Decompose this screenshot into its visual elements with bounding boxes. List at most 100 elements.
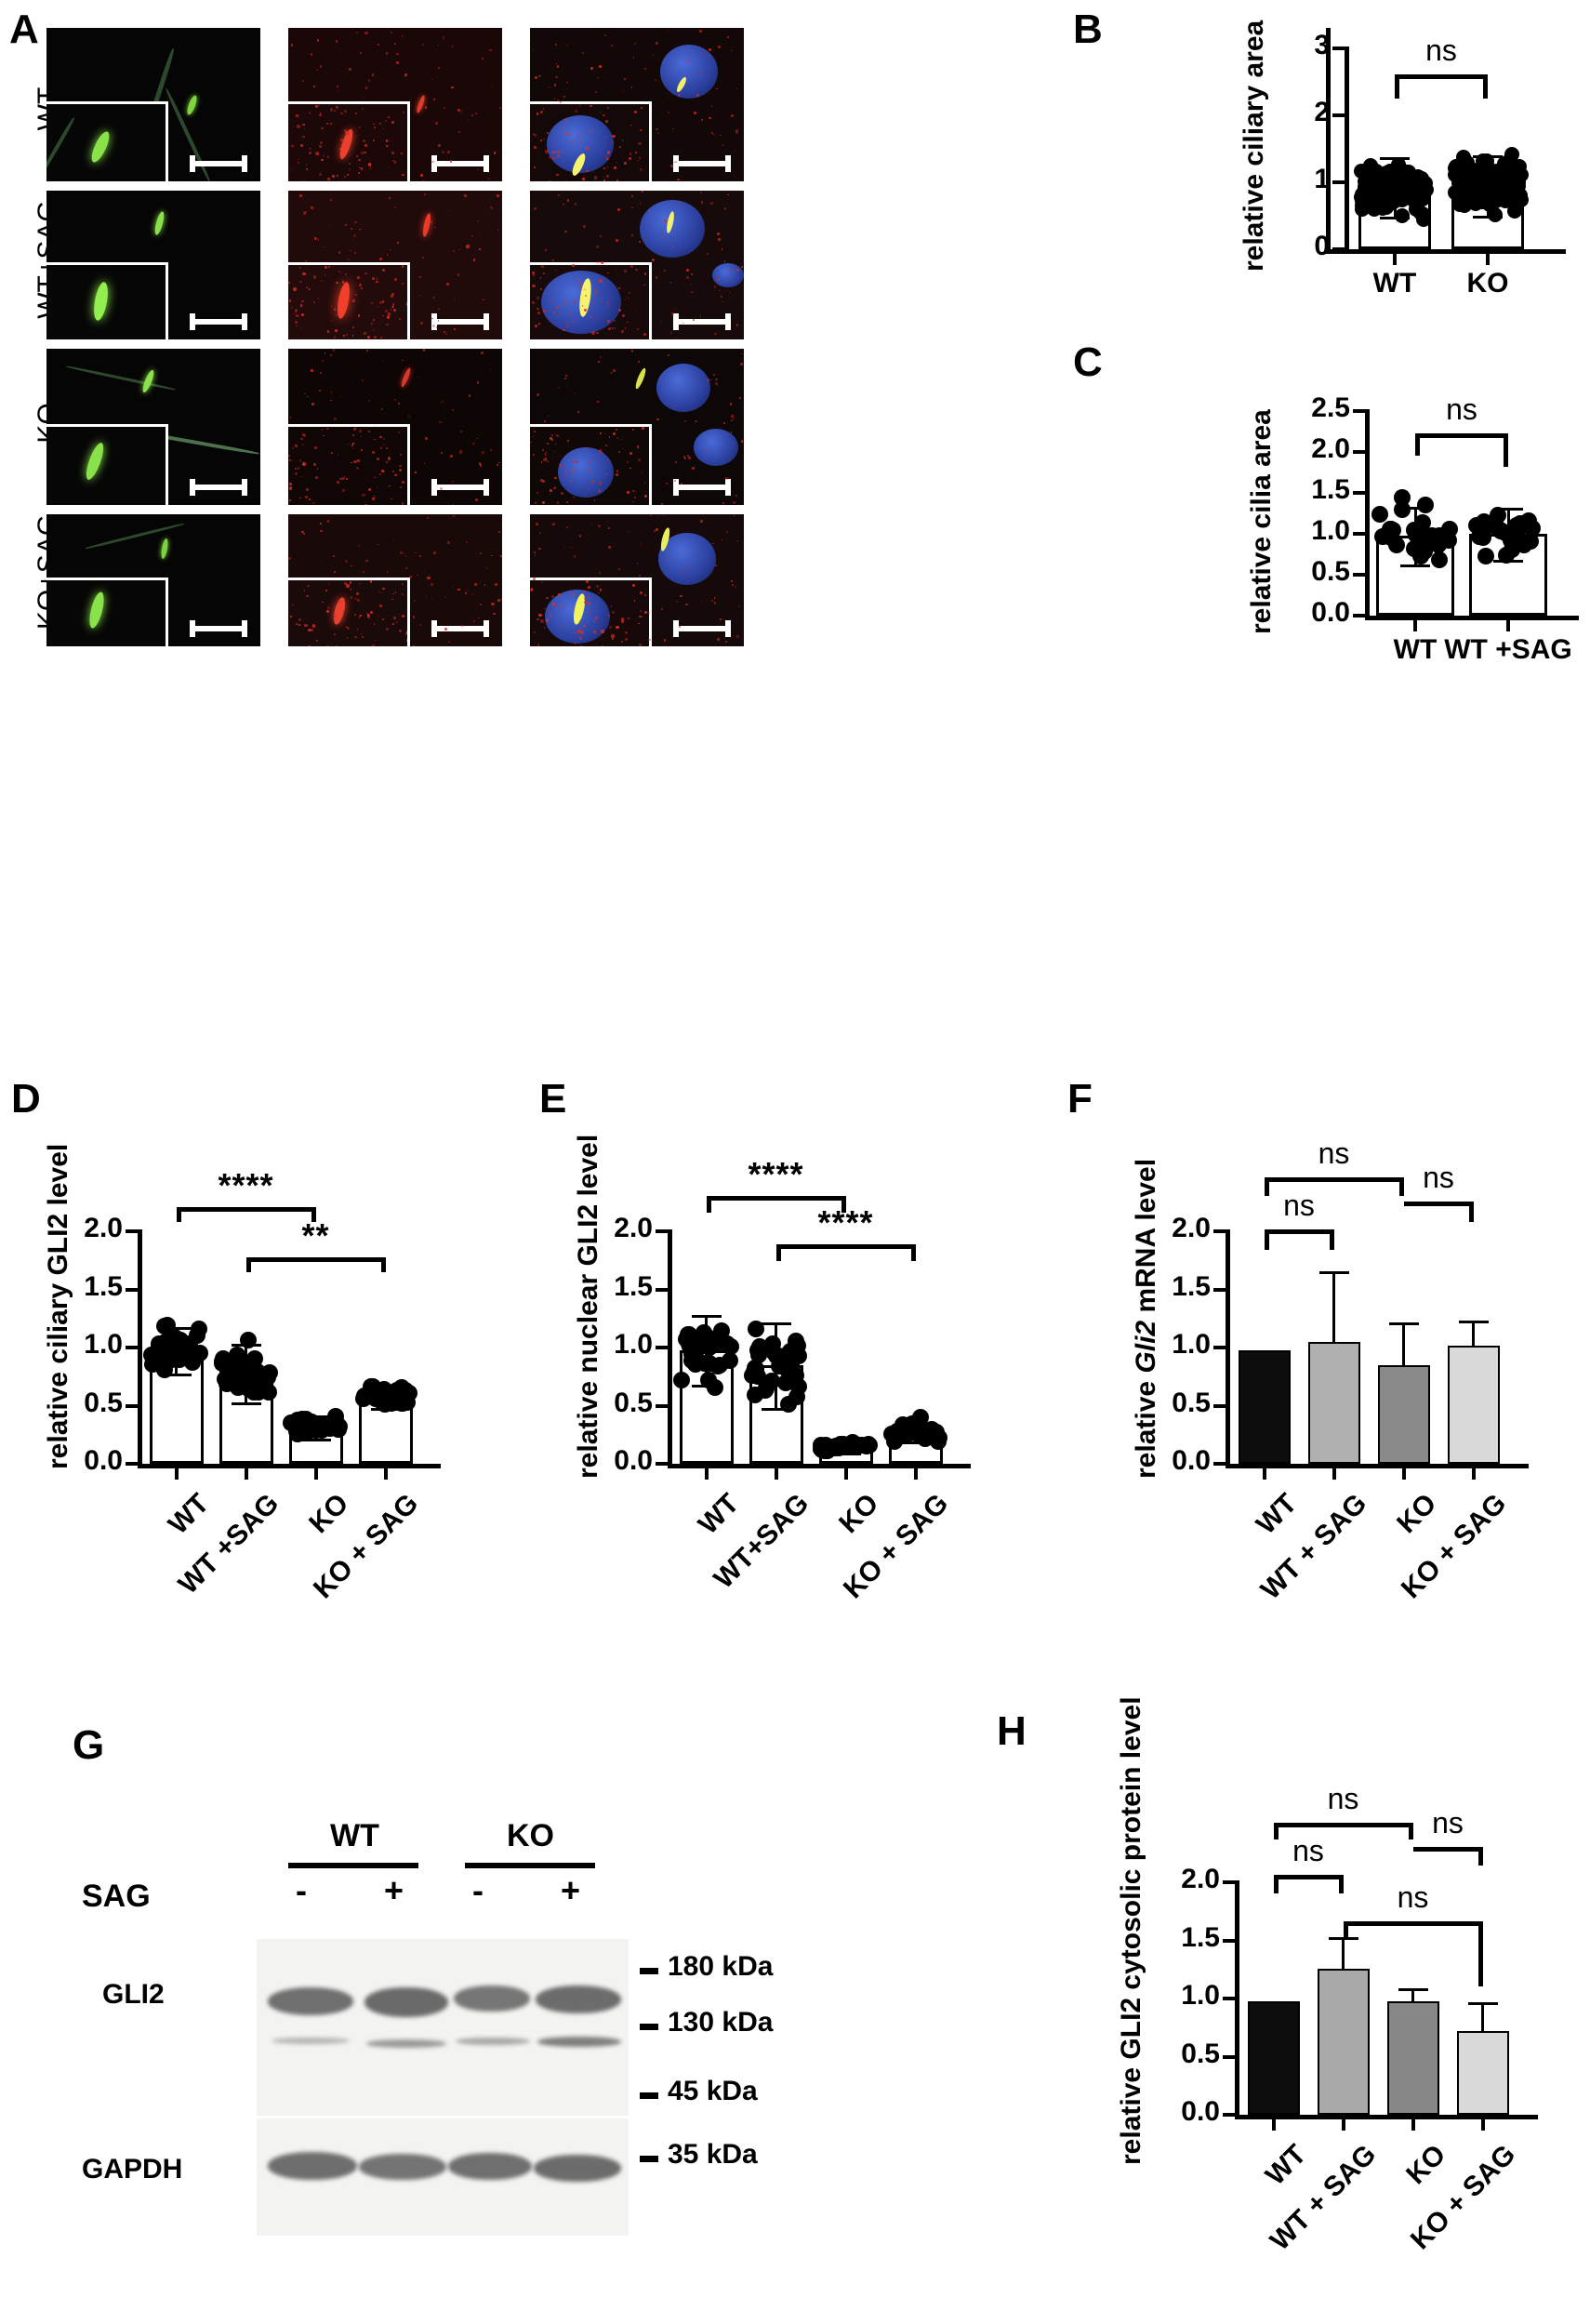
fluorescence-speck xyxy=(588,460,591,463)
fluorescence-speck xyxy=(706,448,709,452)
fluorescence-speck xyxy=(571,320,575,324)
fluorescence-speck xyxy=(356,467,360,471)
fluorescence-speck xyxy=(591,301,595,305)
micrograph-wtsag-merge xyxy=(530,191,744,339)
fluorescence-speck xyxy=(373,328,375,331)
fluorescence-speck xyxy=(680,482,682,485)
fluorescence-speck xyxy=(353,613,357,617)
fluorescence-speck xyxy=(453,587,455,589)
fluorescence-speck xyxy=(598,361,601,363)
fluorescence-speck xyxy=(557,193,560,196)
x-axis-label-ko: KO xyxy=(1466,268,1509,299)
fluorescence-speck xyxy=(547,415,550,418)
fluorescence-speck xyxy=(328,223,330,226)
fluorescence-speck xyxy=(661,502,664,505)
fluorescence-speck xyxy=(735,87,737,90)
fluorescence-speck xyxy=(624,77,626,80)
fluorescence-speck xyxy=(595,90,598,93)
fluorescence-speck xyxy=(465,592,467,594)
fluorescence-speck xyxy=(301,79,304,82)
fluorescence-speck xyxy=(333,616,336,618)
fluorescence-speck xyxy=(723,259,726,262)
fluorescence-speck xyxy=(578,620,582,623)
fluorescence-speck xyxy=(377,458,379,460)
fluorescence-speck xyxy=(288,455,290,457)
data-point xyxy=(250,1383,268,1401)
fluorescence-speck xyxy=(382,127,385,130)
fluorescence-speck xyxy=(354,427,356,429)
fluorescence-speck xyxy=(685,276,689,279)
fluorescence-speck xyxy=(638,240,642,244)
fluorescence-speck xyxy=(600,299,603,301)
chart-panel-b: relative ciliary area 0 1 2 3 WT KO ns xyxy=(1239,20,1571,299)
fluorescence-speck xyxy=(400,551,403,555)
fluorescence-speck xyxy=(638,361,641,364)
micrograph-ko-merge xyxy=(530,349,744,505)
fluorescence-speck xyxy=(373,336,377,339)
fluorescence-speck xyxy=(602,645,604,646)
fluorescence-speck xyxy=(731,584,734,587)
fluorescence-speck xyxy=(309,151,312,154)
fluorescence-speck xyxy=(668,354,669,357)
fluorescence-speck xyxy=(550,151,554,154)
fluorescence-speck xyxy=(453,250,455,252)
fluorescence-speck xyxy=(640,609,643,612)
bar-ko xyxy=(1377,1364,1430,1464)
fluorescence-speck xyxy=(722,421,726,425)
fluorescence-speck xyxy=(338,250,341,254)
fluorescence-speck xyxy=(593,176,598,179)
data-point xyxy=(183,1354,201,1372)
fluorescence-speck xyxy=(714,564,717,566)
fluorescence-speck xyxy=(319,144,322,148)
significance-label: **** xyxy=(218,1166,274,1204)
fluorescence-speck xyxy=(559,455,561,458)
fluorescence-speck xyxy=(603,34,607,37)
data-point xyxy=(783,1355,801,1373)
fluorescence-speck xyxy=(405,567,407,570)
fluorescence-speck xyxy=(610,605,612,607)
x-tick xyxy=(704,1467,709,1480)
fluorescence-speck xyxy=(690,272,694,276)
fluorescence-speck xyxy=(660,320,663,322)
fluorescence-speck xyxy=(578,637,581,640)
fluorescence-speck xyxy=(699,192,702,194)
fluorescence-speck xyxy=(345,131,349,135)
fluorescence-speck xyxy=(399,464,403,468)
fluorescence-speck xyxy=(555,270,557,272)
fluorescence-speck xyxy=(344,475,346,477)
fluorescence-speck xyxy=(623,89,625,91)
fluorescence-speck xyxy=(572,472,574,474)
fluorescence-speck xyxy=(366,612,368,615)
fluorescence-speck xyxy=(360,167,364,170)
fluorescence-speck xyxy=(355,155,359,158)
bar-ko-sag xyxy=(1447,1345,1500,1464)
data-point xyxy=(709,1357,726,1374)
fluorescence-speck xyxy=(598,525,601,527)
fluorescence-speck xyxy=(639,203,642,205)
fluorescence-speck xyxy=(638,574,642,578)
inset-wt-merge xyxy=(530,101,653,181)
fluorescence-speck xyxy=(352,237,354,239)
data-point xyxy=(1447,161,1463,177)
sag-value-lane3: - xyxy=(472,1871,484,1909)
fluorescence-speck xyxy=(479,551,483,555)
fluorescence-speck xyxy=(533,274,536,277)
fluorescence-speck xyxy=(579,627,582,630)
fluorescence-speck xyxy=(572,593,575,596)
fluorescence-speck xyxy=(579,140,582,144)
fluorescence-speck xyxy=(651,259,655,262)
fluorescence-speck xyxy=(305,259,308,262)
fluorescence-speck xyxy=(309,148,311,150)
fluorescence-speck xyxy=(606,206,608,208)
fluorescence-speck xyxy=(613,368,616,372)
fluorescence-speck xyxy=(600,318,603,321)
fluorescence-speck xyxy=(640,128,643,132)
panel-letter-h: H xyxy=(997,1708,1027,1754)
fluorescence-speck xyxy=(324,265,328,269)
fluorescence-speck xyxy=(736,269,739,272)
fluorescence-speck xyxy=(549,156,551,159)
fluorescence-speck xyxy=(396,241,400,245)
fluorescence-speck xyxy=(607,526,610,530)
fluorescence-speck xyxy=(590,129,594,133)
fluorescence-speck xyxy=(550,438,554,442)
